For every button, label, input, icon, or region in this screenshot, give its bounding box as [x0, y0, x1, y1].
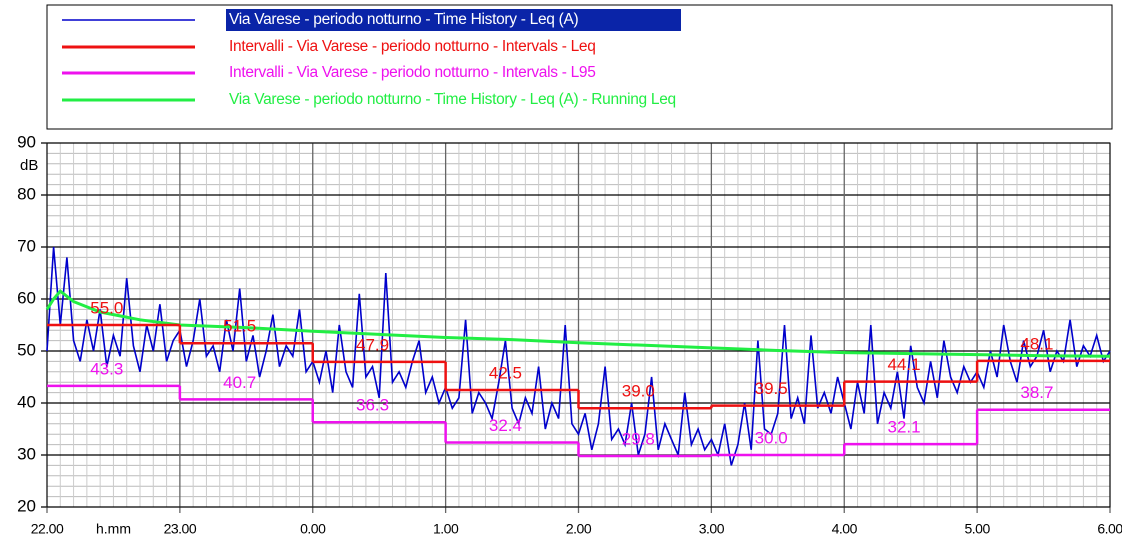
y-tick-label: 80 — [17, 184, 36, 203]
y-axis-label: dB — [20, 157, 38, 174]
value-label: 32.4 — [489, 416, 522, 435]
value-label: 48.1 — [1020, 334, 1053, 353]
legend-label: Intervalli - Via Varese - periodo nottur… — [229, 38, 596, 55]
x-tick-label: 4.00 — [832, 521, 858, 537]
line — [46, 246, 1111, 466]
value-label: 30.0 — [755, 428, 788, 447]
value-label: 39.0 — [622, 382, 655, 401]
y-tick-label: 30 — [17, 444, 36, 463]
value-label: 29.8 — [622, 430, 655, 449]
value-label: 47.9 — [356, 335, 389, 354]
x-axis-label: h.mm — [96, 521, 131, 537]
value-label: 43.3 — [90, 359, 123, 378]
value-label: 42.5 — [489, 363, 522, 382]
x-tick-label: 3.00 — [699, 521, 725, 537]
value-label: 38.7 — [1020, 383, 1053, 402]
value-label: 36.3 — [356, 396, 389, 415]
y-tick-label: 70 — [17, 236, 36, 255]
series-layer — [45, 246, 1111, 466]
y-tick-label: 90 — [17, 132, 36, 151]
x-tick-label: 23.00 — [164, 521, 197, 537]
y-tick-label: 50 — [17, 340, 36, 359]
value-label: 39.5 — [755, 379, 788, 398]
y-tick-label: 60 — [17, 288, 36, 307]
legend-label: Via Varese - periodo notturno - Time His… — [229, 11, 578, 28]
value-label: 51.5 — [223, 317, 256, 336]
value-label: 55.0 — [90, 298, 123, 317]
x-tick-label: 1.00 — [433, 521, 459, 537]
x-tick-label: 6.00 — [1097, 521, 1122, 537]
y-tick-label: 40 — [17, 392, 36, 411]
x-tick-label: 22.00 — [31, 521, 64, 537]
x-tick-label: 5.00 — [965, 521, 991, 537]
value-label: 44.1 — [887, 355, 920, 374]
x-tick-label: 0.00 — [300, 521, 326, 537]
value-label: 40.7 — [223, 373, 256, 392]
legend-label: Via Varese - periodo notturno - Time His… — [229, 91, 676, 108]
y-tick-label: 20 — [17, 496, 36, 515]
legend-highlight — [226, 9, 681, 31]
line — [45, 289, 1111, 358]
legend-label: Intervalli - Via Varese - periodo nottur… — [229, 64, 596, 81]
value-label: 32.1 — [887, 418, 920, 437]
x-tick-label: 2.00 — [566, 521, 592, 537]
